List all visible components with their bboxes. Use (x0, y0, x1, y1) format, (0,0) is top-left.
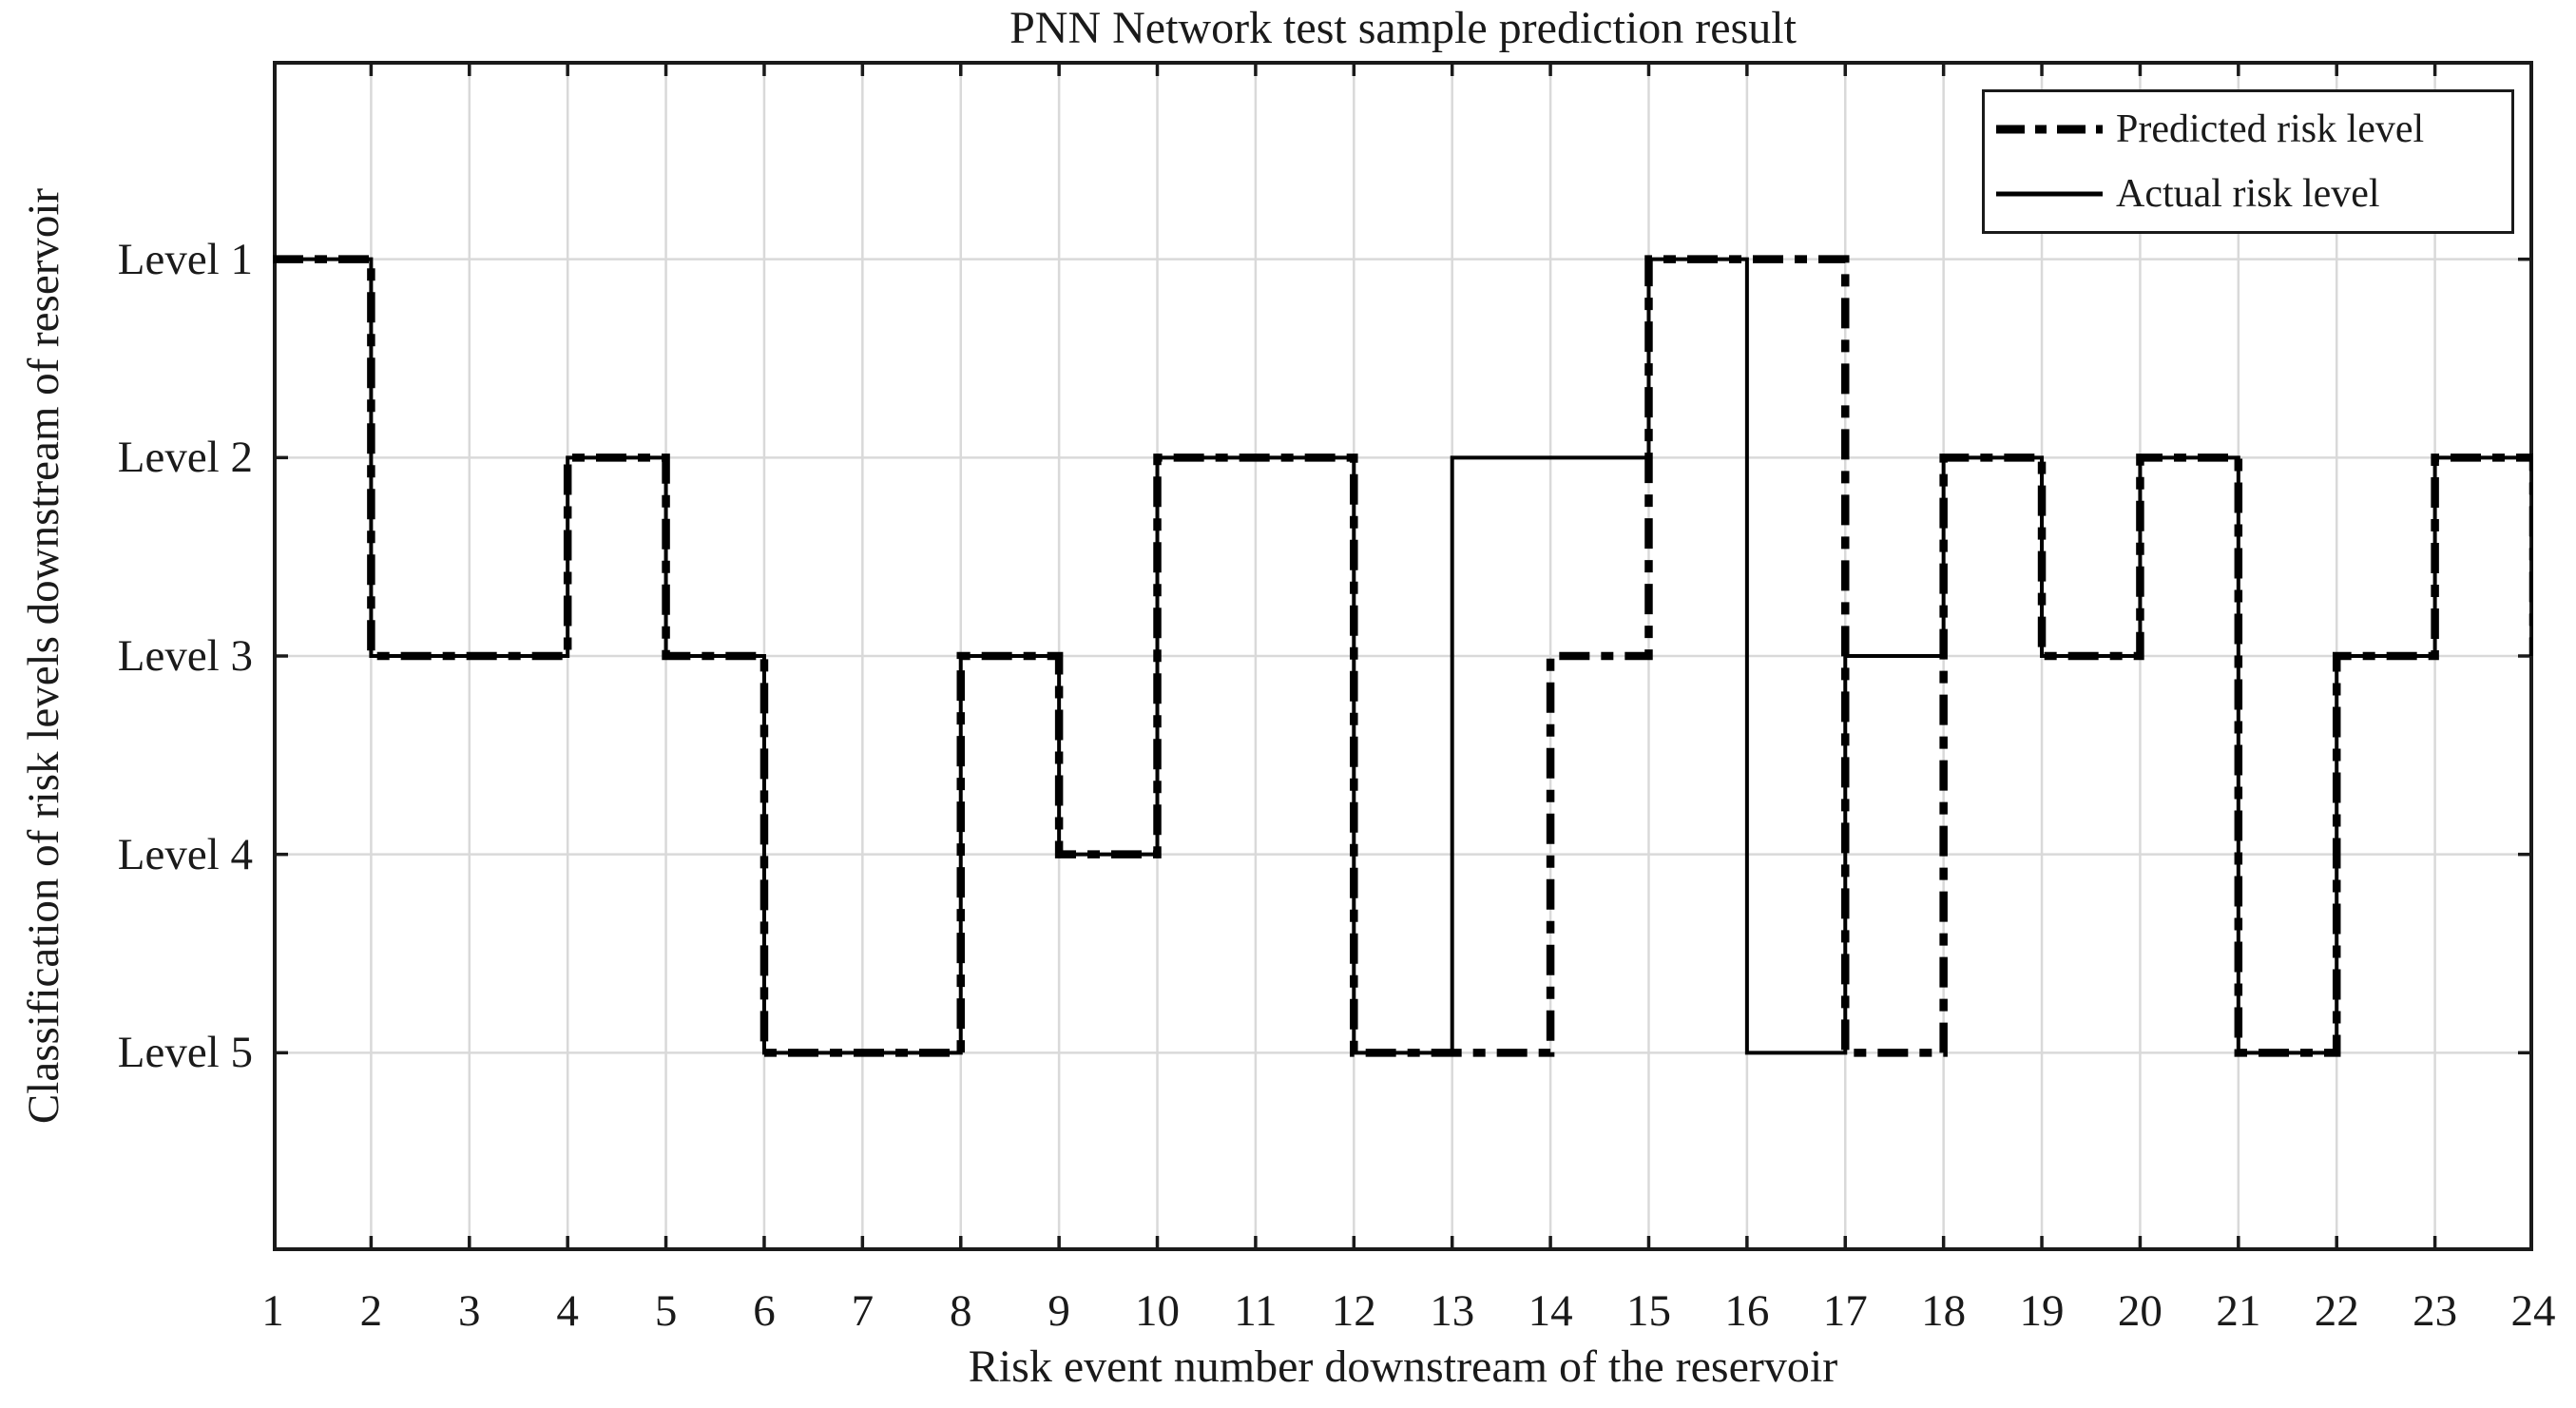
x-tick-label: 1 (261, 1286, 284, 1336)
chart-title: PNN Network test sample prediction resul… (1009, 3, 1797, 53)
legend-box: Predicted risk level Actual risk level (1982, 89, 2514, 234)
x-tick-label: 23 (2413, 1286, 2458, 1336)
gridlines (273, 61, 2533, 1251)
y-tick-label: Level 2 (117, 433, 253, 483)
x-tick-label: 13 (1430, 1286, 1475, 1336)
plot-canvas (273, 61, 2533, 1251)
dash-dot-line-icon (1996, 125, 2103, 134)
legend-item-actual: Actual risk level (1996, 162, 2511, 226)
x-tick-label: 3 (458, 1286, 481, 1336)
series-predicted (273, 255, 2533, 1057)
x-axis-title: Risk event number downstream of the rese… (968, 1341, 1838, 1392)
x-tick-label: 2 (359, 1286, 383, 1336)
x-tick-label: 8 (949, 1286, 972, 1336)
y-tick-label: Level 5 (117, 1028, 253, 1078)
solid-line-icon (1996, 191, 2103, 197)
plot-area (273, 61, 2533, 1251)
y-tick-label: Level 3 (117, 631, 253, 681)
y-axis-tick-labels: Level 1 Level 2 Level 3 Level 4 Level 5 (38, 61, 253, 1251)
x-tick-label: 5 (654, 1286, 678, 1336)
x-tick-label: 18 (1921, 1286, 1967, 1336)
legend-label-actual: Actual risk level (2116, 172, 2380, 216)
x-tick-label: 14 (1528, 1286, 1573, 1336)
x-tick-label: 24 (2510, 1286, 2556, 1336)
x-tick-label: 17 (1822, 1286, 1868, 1336)
x-tick-label: 6 (753, 1286, 776, 1336)
x-tick-label: 10 (1135, 1286, 1181, 1336)
x-tick-label: 15 (1625, 1286, 1671, 1336)
x-tick-label: 22 (2314, 1286, 2359, 1336)
y-axis-title: Classification of risk levels downstream… (19, 187, 68, 1125)
x-tick-label: 20 (2117, 1286, 2163, 1336)
x-tick-label: 11 (1234, 1286, 1278, 1336)
x-axis-tick-labels: 1 2 3 4 5 6 7 8 9 10 11 12 13 14 15 16 17 18 19 20 21 22 23 24 (261, 1280, 2555, 1342)
legend-item-predicted: Predicted risk level (1996, 97, 2511, 162)
x-tick-label: 19 (2019, 1286, 2065, 1336)
x-tick-label: 12 (1331, 1286, 1376, 1336)
legend-label-predicted: Predicted risk level (2116, 107, 2425, 151)
y-tick-label: Level 1 (117, 234, 253, 284)
x-tick-label: 9 (1048, 1286, 1070, 1336)
x-tick-label: 16 (1724, 1286, 1770, 1336)
tick-marks (273, 61, 2533, 1251)
x-tick-label: 4 (556, 1286, 579, 1336)
x-tick-label: 7 (851, 1286, 875, 1336)
x-tick-label: 21 (2216, 1286, 2261, 1336)
y-tick-label: Level 4 (117, 829, 253, 879)
